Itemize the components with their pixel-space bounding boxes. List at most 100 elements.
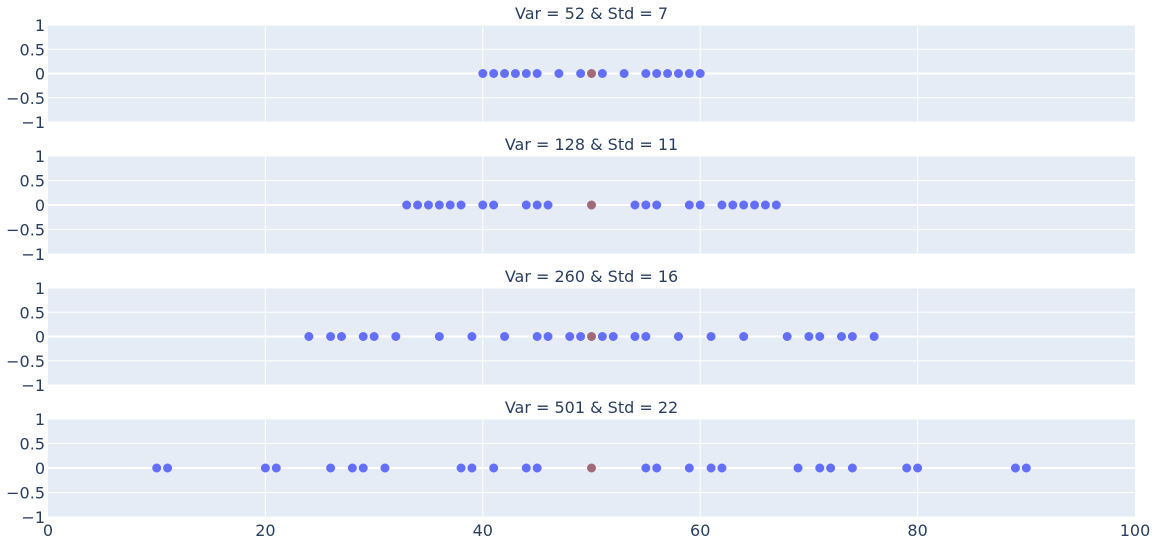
data-point [684,200,694,210]
y-tick-label: −1 [21,113,45,132]
data-point [521,463,531,473]
x-tick-label: 100 [1120,521,1151,540]
subplot-4: 1 0.5 0 −0.5 −1 Var = 501 & Std = 22 [6,398,1135,527]
y-tick-label: 1 [35,410,45,429]
data-point [619,69,629,78]
mean-point [587,332,596,341]
data-point [336,332,346,341]
data-point [695,200,705,210]
data-point [652,200,662,210]
y-tick-label: 0.5 [20,435,45,454]
data-point [347,463,357,473]
data-point [543,200,553,210]
y-tick-label: 1 [35,16,45,35]
data-point [260,463,270,473]
subplot-1: 1 0.5 0 −0.5 −1 Var = 52 & Std = 7 [6,4,1135,132]
data-point [521,200,531,210]
data-point [521,69,531,78]
data-point [706,463,716,473]
y-tick-label: 0 [35,196,45,215]
data-point [532,463,542,473]
data-point [641,463,651,473]
data-point [565,332,575,341]
data-point [500,332,510,341]
data-point [576,69,586,78]
data-point [717,463,727,473]
data-point [750,200,760,210]
y-tick-label: −0.5 [6,352,45,371]
data-point [467,332,477,341]
data-point [445,200,455,210]
data-point [434,332,444,341]
y-tick-label: 0 [35,328,45,347]
data-point [663,69,673,78]
data-point [608,332,618,341]
data-point [467,463,477,473]
y-tick-label: 0 [35,65,45,84]
data-point [456,463,466,473]
data-point [815,463,825,473]
mean-point [587,463,596,473]
data-point [358,332,368,341]
data-point [771,200,781,210]
data-point [423,200,433,210]
y-tick-label: 0.5 [20,172,45,191]
data-point [597,69,607,78]
data-point [554,69,564,78]
x-tick-label: 60 [690,521,710,540]
y-tick-label: −0.5 [6,89,45,108]
data-point [597,332,607,341]
mean-point [587,69,596,78]
data-point [434,200,444,210]
data-point [369,332,379,341]
x-tick-label: 40 [473,521,493,540]
data-point [706,332,716,341]
y-tick-label: −1 [21,376,45,395]
data-point [271,463,281,473]
subplot-title: Var = 260 & Std = 16 [505,267,678,286]
data-point [478,69,488,78]
data-point [489,463,499,473]
data-point [1010,463,1020,473]
data-point [326,463,336,473]
subplot-title: Var = 501 & Std = 22 [505,398,678,417]
data-point [532,200,542,210]
data-point [728,200,738,210]
data-point [652,463,662,473]
subplot-3: 1 0.5 0 −0.5 −1 Var = 260 & Std = 16 [6,267,1135,395]
data-point [673,332,683,341]
data-point [684,463,694,473]
data-point [826,463,836,473]
x-tick-label: 80 [907,521,927,540]
data-point [847,463,857,473]
data-point [641,200,651,210]
data-point [902,463,912,473]
data-point [739,200,749,210]
data-point [489,69,499,78]
data-point [760,200,770,210]
data-point [532,69,542,78]
subplot-title: Var = 52 & Std = 7 [515,4,668,23]
data-point [793,463,803,473]
data-point [641,69,651,78]
data-point [1021,463,1031,473]
data-point [532,332,542,341]
data-point [380,463,390,473]
data-point [326,332,336,341]
y-tick-label: 0 [35,459,45,478]
data-point [695,69,705,78]
data-point [630,200,640,210]
data-point [413,200,423,210]
data-point [869,332,879,341]
y-tick-label: 1 [35,147,45,166]
data-point [576,332,586,341]
data-point [673,69,683,78]
data-point [837,332,847,341]
data-point [489,200,499,210]
data-point [630,332,640,341]
y-tick-label: 0.5 [20,40,45,59]
data-point [543,332,553,341]
data-point [304,332,314,341]
data-point [717,200,727,210]
x-tick-label: 20 [255,521,275,540]
